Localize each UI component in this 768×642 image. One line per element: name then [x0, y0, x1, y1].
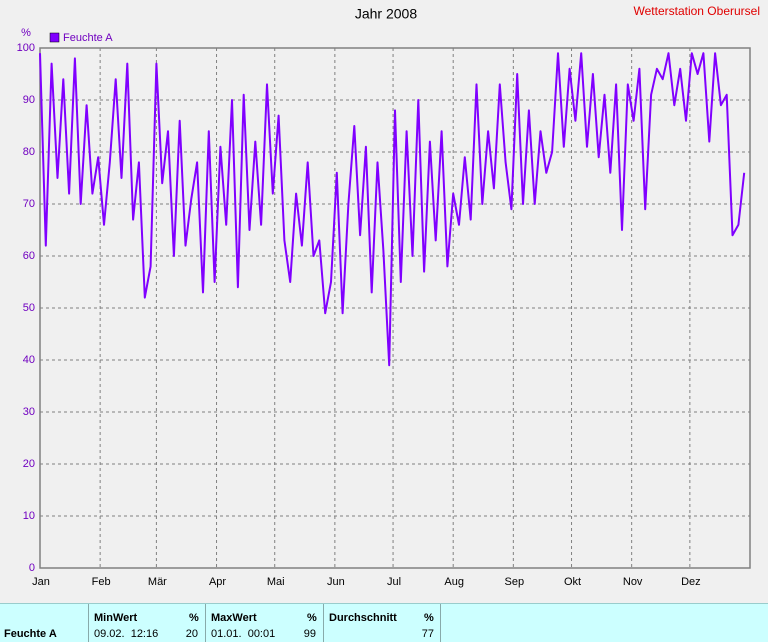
x-tick-label: Feb	[92, 576, 111, 588]
x-tick-label: Jun	[327, 576, 345, 588]
y-tick-label: 30	[23, 406, 35, 418]
separator	[88, 604, 89, 642]
mean-unit: %	[424, 612, 434, 624]
x-tick-label: Aug	[444, 576, 464, 588]
y-tick-label: 50	[23, 302, 35, 314]
x-tick-label: Okt	[564, 576, 581, 588]
stats-table: Feuchte A MinWert % 09.02. 12:16 20 MaxW…	[0, 603, 768, 642]
separator	[205, 604, 206, 642]
x-tick-label: Apr	[209, 576, 226, 588]
x-tick-label: Jul	[387, 576, 401, 588]
x-tick-label: Mär	[148, 576, 167, 588]
chart-title: Jahr 2008	[355, 6, 417, 22]
x-tick-label: Dez	[681, 576, 701, 588]
min-unit: %	[189, 612, 199, 624]
legend-swatch	[49, 32, 60, 43]
y-tick-label: 90	[23, 94, 35, 106]
x-tick-label: Mai	[267, 576, 285, 588]
y-tick-label: 10	[23, 510, 35, 522]
min-header: MinWert	[94, 612, 138, 624]
data-line	[39, 52, 746, 367]
x-tick-label: Jan	[32, 576, 50, 588]
series-name: Feuchte A	[4, 628, 57, 640]
legend-label: Feuchte A	[63, 32, 113, 44]
max-header: MaxWert	[211, 612, 257, 624]
y-tick-label: 60	[23, 250, 35, 262]
y-tick-label: 20	[23, 458, 35, 470]
max-unit: %	[307, 612, 317, 624]
x-tick-label: Nov	[623, 576, 643, 588]
y-axis-unit: %	[21, 27, 31, 39]
min-value: 20	[185, 628, 198, 640]
y-tick-label: 100	[17, 42, 35, 54]
y-tick-label: 80	[23, 146, 35, 158]
max-value: 99	[303, 628, 316, 640]
separator	[323, 604, 324, 642]
chart: Jahr 2008 Wetterstation Oberursel % 0 10 2…	[17, 4, 761, 588]
y-tick-label: 40	[23, 354, 35, 366]
min-time: 09.02. 12:16	[94, 628, 159, 640]
separator	[440, 604, 441, 642]
mean-value: 77	[421, 628, 434, 640]
y-tick-label: 70	[23, 198, 35, 210]
mean-header: Durchschnitt	[329, 612, 397, 624]
max-time: 01.01. 00:01	[211, 628, 276, 640]
y-tick-label: 0	[29, 562, 35, 574]
x-tick-label: Sep	[505, 576, 525, 588]
station-name: Wetterstation Oberursel	[634, 4, 761, 18]
